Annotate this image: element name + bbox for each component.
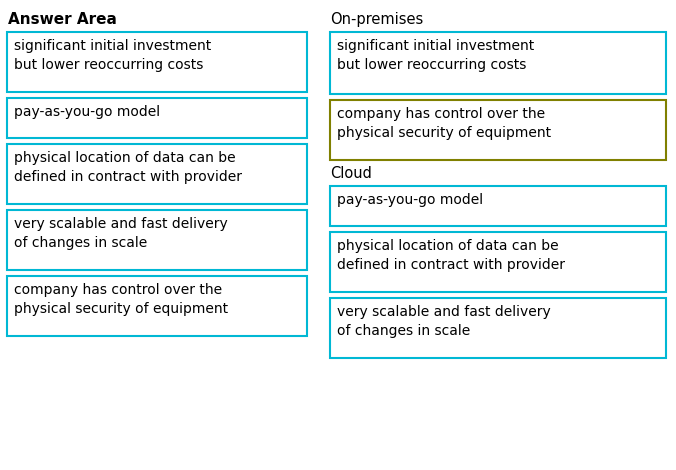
- Text: significant initial investment
but lower reoccurring costs: significant initial investment but lower…: [14, 39, 211, 72]
- Bar: [330, 100, 666, 160]
- Text: very scalable and fast delivery
of changes in scale: very scalable and fast delivery of chang…: [337, 305, 551, 338]
- Bar: [7, 32, 307, 92]
- Text: very scalable and fast delivery
of changes in scale: very scalable and fast delivery of chang…: [14, 217, 228, 250]
- Bar: [330, 298, 666, 358]
- Bar: [330, 186, 666, 226]
- Bar: [330, 232, 666, 292]
- Text: physical location of data can be
defined in contract with provider: physical location of data can be defined…: [14, 151, 242, 184]
- Bar: [330, 32, 666, 94]
- Text: pay-as-you-go model: pay-as-you-go model: [337, 193, 483, 207]
- Text: physical location of data can be
defined in contract with provider: physical location of data can be defined…: [337, 239, 565, 272]
- Text: pay-as-you-go model: pay-as-you-go model: [14, 105, 160, 119]
- Text: On-premises: On-premises: [330, 12, 423, 27]
- Text: Cloud: Cloud: [330, 166, 372, 181]
- Text: company has control over the
physical security of equipment: company has control over the physical se…: [14, 283, 228, 316]
- Text: significant initial investment
but lower reoccurring costs: significant initial investment but lower…: [337, 39, 534, 72]
- Text: Answer Area: Answer Area: [8, 12, 117, 27]
- Bar: [7, 210, 307, 270]
- Text: company has control over the
physical security of equipment: company has control over the physical se…: [337, 107, 551, 140]
- Bar: [7, 98, 307, 138]
- Bar: [7, 276, 307, 336]
- Bar: [7, 144, 307, 204]
